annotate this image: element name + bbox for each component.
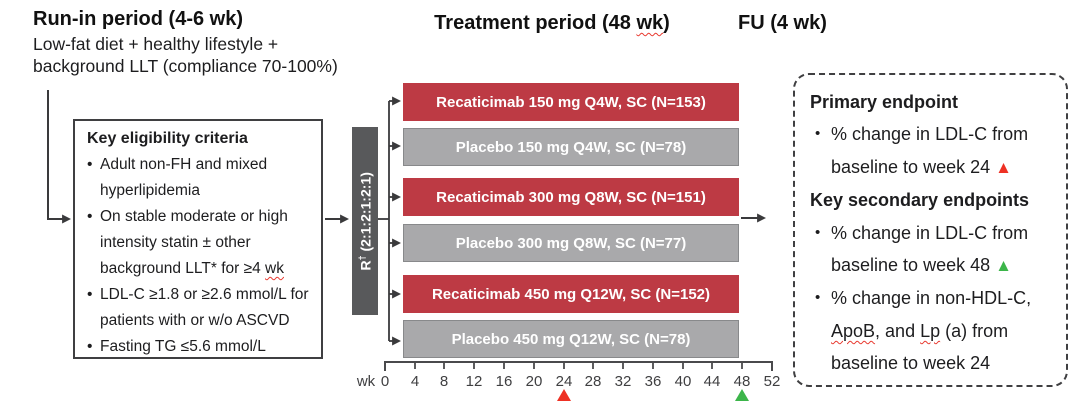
axis-tick-label-8: 8 (439, 373, 449, 390)
randomization-label: R† (2:1:2:1:2:1) (357, 172, 374, 270)
secondary-endpoints-title: Key secondary endpoints (810, 190, 1030, 211)
arm-label: Recaticimab 300 mg Q8W, SC (N=151) (436, 188, 706, 206)
secondary-endpoint-2-line-2-mid: , and (875, 320, 921, 341)
bullet-icon: • (815, 125, 821, 143)
axis-tick-label-28: 28 (584, 373, 602, 390)
runin-period-title: Run-in period (4-6 wk) (33, 8, 243, 30)
arm-bar-placebo-150: Placebo 150 mg Q4W, SC (N=78) (403, 128, 739, 166)
secondary-endpoint-2-line-3: baseline to week 24 (831, 353, 991, 374)
arm-label: Recaticimab 450 mg Q12W, SC (N=152) (431, 285, 711, 303)
axis-tick-label-12: 12 (465, 373, 483, 390)
runin-period-header: Run-in period (4-6 wk) Low-fat diet + he… (33, 8, 373, 77)
arm-bar-recaticimab-150: Recaticimab 150 mg Q4W, SC (N=153) (403, 83, 739, 121)
eligibility-title: Key eligibility criteria (87, 130, 248, 147)
runin-line-1: Low-fat diet + healthy lifestyle + (33, 34, 279, 54)
eligibility-item-2-line-3: background LLT* for ≥4 wk (100, 256, 315, 282)
eligibility-item-3-line-2: patients with or w/o ASCVD (100, 312, 290, 329)
arm-bar-placebo-300: Placebo 300 mg Q8W, SC (N=77) (403, 224, 739, 262)
eligibility-item-2-line-3-text: background LLT* for ≥4 (100, 260, 266, 277)
runin-period-description: Low-fat diet + healthy lifestyle + backg… (33, 34, 373, 77)
eligibility-item-2-line-2: intensity statin ± other (100, 234, 251, 251)
axis-tick-label-52: 52 (763, 373, 781, 390)
eligibility-item-1-line-2: hyperlipidemia (100, 182, 200, 199)
eligibility-item-2-line-1: On stable moderate or high (100, 208, 288, 225)
eligibility-item-1: • Adult non-FH and mixed hyperlipidemia (87, 152, 315, 204)
eligibility-item-2-misspelled-word: wk (265, 260, 284, 277)
secondary-endpoint-2-line-2: ApoB, and Lp (a) from (831, 315, 1056, 347)
treatment-title-text: Treatment period (48 (434, 12, 637, 34)
arm-bar-recaticimab-300: Recaticimab 300 mg Q8W, SC (N=151) (403, 178, 739, 216)
axis-tick-label-0: 0 (380, 373, 390, 390)
secondary-endpoint-1-line-2: baseline to week 48 ▲ (831, 249, 1056, 282)
axis-tick-label-44: 44 (703, 373, 721, 390)
bullet-icon: • (87, 338, 93, 355)
bullet-icon: • (87, 156, 93, 173)
eligibility-item-4: • Fasting TG ≤5.6 mmol/L (87, 334, 315, 360)
secondary-endpoint-1-line-1: % change in LDL-C from (831, 222, 1029, 243)
axis-tick-label-16: 16 (495, 373, 513, 390)
followup-period-title: FU (4 wk) (738, 12, 827, 34)
axis-tick-label-40: 40 (674, 373, 692, 390)
week-axis-ticks (414, 362, 743, 369)
arm-label: Placebo 150 mg Q4W, SC (N=78) (455, 138, 687, 156)
apob-misspelled-word: ApoB (831, 320, 876, 341)
secondary-endpoint-item-1: • % change in LDL-C from baseline to wee… (810, 217, 1056, 283)
lp-misspelled-word: Lp (920, 320, 941, 341)
endpoints-box: Primary endpoint • % change in LDL-C fro… (793, 73, 1068, 387)
arm-label: Placebo 300 mg Q8W, SC (N=77) (455, 234, 687, 252)
treatment-title-misspelled-word: wk (636, 12, 664, 34)
treatment-period-title: Treatment period (48 wk) (402, 12, 702, 35)
secondary-endpoint-item-2: • % change in non-HDL-C, ApoB, and Lp (a… (810, 282, 1056, 379)
randomization-bar: R† (2:1:2:1:2:1) (352, 127, 378, 315)
axis-tick-label-32: 32 (614, 373, 632, 390)
axis-tick-label-48: 48 (733, 373, 751, 390)
arm-bar-recaticimab-450: Recaticimab 450 mg Q12W, SC (N=152) (403, 275, 739, 313)
randomization-letter: R (357, 260, 374, 271)
axis-unit-label: wk (356, 373, 376, 390)
primary-endpoint-item: • % change in LDL-C from baseline to wee… (810, 118, 1056, 184)
axis-tick-label-36: 36 (644, 373, 662, 390)
arm-bar-placebo-450: Placebo 450 mg Q12W, SC (N=78) (403, 320, 739, 358)
week-48-marker-icon (735, 389, 749, 401)
bullet-icon: • (815, 223, 821, 241)
secondary-endpoint-2-line-2-tail: (a) from (940, 320, 1009, 341)
runin-to-eligibility-connector (47, 90, 72, 224)
primary-endpoint-title: Primary endpoint (810, 92, 959, 112)
eligibility-item-2: • On stable moderate or high intensity s… (87, 204, 315, 282)
arm-label: Recaticimab 150 mg Q4W, SC (N=153) (436, 93, 706, 111)
axis-tick-label-20: 20 (525, 373, 543, 390)
eligibility-item-3: • LDL-C ≥1.8 or ≥2.6 mmol/L for patients… (87, 282, 315, 334)
eligibility-item-1-line-1: Adult non-FH and mixed (100, 156, 268, 173)
bullet-icon: • (87, 286, 93, 303)
red-triangle-icon: ▲ (995, 157, 1012, 177)
primary-endpoint-line-2-text: baseline to week 24 (831, 156, 996, 177)
randomization-ratio: (2:1:2:1:2:1) (357, 171, 374, 256)
secondary-endpoint-2-line-1: % change in non-HDL-C, (831, 288, 1032, 309)
eligibility-item-3-line-1: LDL-C ≥1.8 or ≥2.6 mmol/L for (100, 286, 309, 303)
bullet-icon: • (87, 208, 93, 225)
eligibility-criteria-box: Key eligibility criteria • Adult non-FH … (73, 119, 323, 359)
week-axis-line (384, 361, 773, 371)
randomization-dagger: † (356, 255, 367, 261)
axis-tick-label-24: 24 (555, 373, 573, 390)
bullet-icon: • (815, 289, 821, 307)
primary-endpoint-line-2: baseline to week 24 ▲ (831, 151, 1056, 184)
arm-label: Placebo 450 mg Q12W, SC (N=78) (451, 330, 691, 348)
primary-endpoint-line-1: % change in LDL-C from (831, 124, 1029, 145)
green-triangle-icon: ▲ (995, 256, 1012, 276)
axis-tick-label-4: 4 (410, 373, 420, 390)
eligibility-item-4-line-1: Fasting TG ≤5.6 mmol/L (100, 338, 266, 355)
treatment-title-close: ) (663, 12, 670, 34)
secondary-endpoint-1-line-2-text: baseline to week 48 (831, 255, 996, 276)
week-24-marker-icon (557, 389, 571, 401)
runin-line-2: background LLT (compliance 70-100%) (33, 55, 338, 76)
